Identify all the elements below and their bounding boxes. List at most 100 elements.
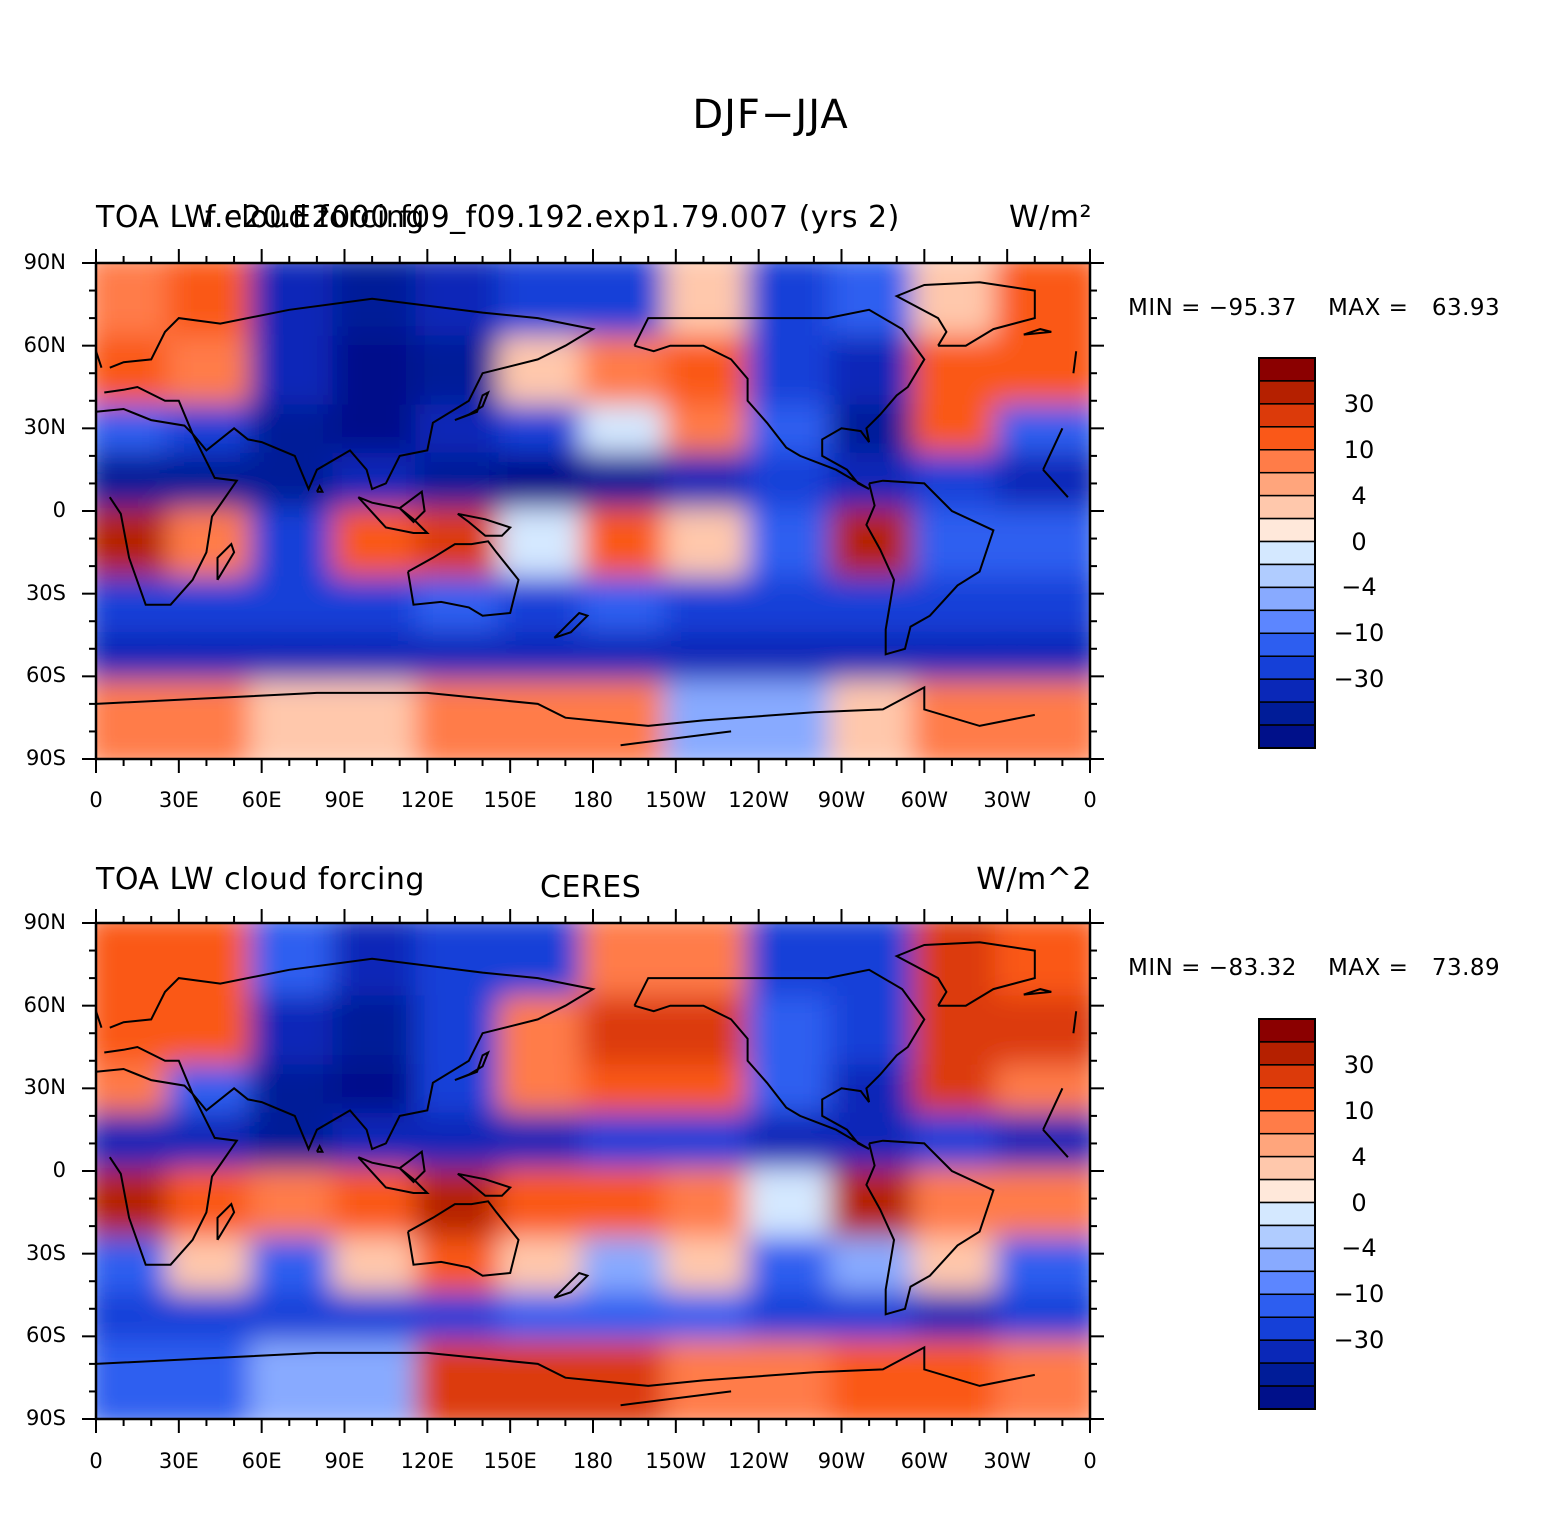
lat-tick-label: 30S xyxy=(25,580,66,605)
coastline xyxy=(865,479,995,656)
lat-tick-label: 30N xyxy=(23,415,66,440)
figure-title: DJF−JJA xyxy=(692,92,849,138)
coastline xyxy=(96,1345,1035,1387)
panel1-center-title: f.e20.E2000.f09_f09.192.exp1.79.007 (yrs… xyxy=(205,200,900,235)
coastline xyxy=(316,1143,325,1153)
colorbar-label: 0 xyxy=(1351,527,1367,556)
colorbar-swatch xyxy=(1258,1385,1316,1410)
coastline xyxy=(216,1202,236,1241)
coastline xyxy=(407,1200,520,1277)
coastline xyxy=(1023,988,1052,996)
colorbar-swatch xyxy=(1258,1064,1316,1089)
colorbar-swatch xyxy=(1258,563,1316,589)
coastline xyxy=(553,611,590,639)
panel1-units: W/m² xyxy=(1008,200,1092,235)
colorbar-swatch xyxy=(1258,403,1316,428)
coastline xyxy=(457,1172,513,1197)
colorbar-swatch xyxy=(1258,701,1316,726)
lon-tick-label: 90W xyxy=(817,788,866,812)
coastline xyxy=(96,1067,1069,1266)
lon-tick-label: 180 xyxy=(572,788,614,812)
colorbar-swatch xyxy=(1258,655,1316,680)
lon-tick-label: 0 xyxy=(89,1449,103,1473)
lon-tick-label: 120W xyxy=(728,1449,790,1473)
colorbar-frame xyxy=(1258,357,1316,749)
colorbar-swatch xyxy=(1258,1155,1316,1181)
colorbar-label: −10 xyxy=(1333,619,1385,648)
lon-tick-label: 120E xyxy=(400,1449,455,1473)
coastline xyxy=(633,968,926,1150)
lon-tick-label: 0 xyxy=(1083,1449,1097,1473)
coastline xyxy=(357,496,430,534)
panel2-left-title: TOA LW cloud forcing xyxy=(96,862,425,897)
colorbar-label: 4 xyxy=(1351,481,1367,510)
panel2-units: W/m^2 xyxy=(976,862,1092,897)
panel1-left-title: TOA LW cloud forcing xyxy=(96,200,425,235)
lon-tick-label: 60E xyxy=(241,1449,282,1473)
coastline xyxy=(454,390,491,422)
coastline xyxy=(457,512,513,537)
coastline xyxy=(620,730,732,747)
colorbar-swatch xyxy=(1258,1316,1316,1341)
colorbar-swatch xyxy=(1258,357,1316,382)
colorbar-swatch xyxy=(1258,609,1316,635)
colorbar-swatch xyxy=(1258,1041,1316,1066)
lon-tick-label: 0 xyxy=(1083,788,1097,812)
colorbar-label: −30 xyxy=(1333,1326,1385,1355)
lon-tick-label: 120E xyxy=(400,788,455,812)
coastline xyxy=(894,281,1036,347)
lon-tick-label: 150W xyxy=(645,1449,707,1473)
colorbar-swatch xyxy=(1258,1362,1316,1387)
lat-tick-label: 60N xyxy=(23,332,66,357)
panel2-center-title: CERES xyxy=(540,870,642,905)
lat-tick-label: 90S xyxy=(25,1406,66,1430)
lon-tick-label: 60W xyxy=(900,1449,949,1473)
colorbar-label: −30 xyxy=(1333,665,1385,694)
lon-tick-label: 150E xyxy=(483,1449,537,1473)
lon-tick-label: 30W xyxy=(983,1449,1031,1473)
coastline xyxy=(633,308,926,490)
colorbar-swatch xyxy=(1258,1247,1316,1273)
lat-tick-label: 60S xyxy=(25,663,66,688)
coastline xyxy=(398,1149,426,1184)
lon-tick-label: 150E xyxy=(483,788,537,812)
colorbar-swatch xyxy=(1258,724,1316,749)
panel1-map xyxy=(96,263,1090,759)
colorbar-swatch xyxy=(1258,1178,1316,1204)
colorbar-swatch xyxy=(1258,1201,1316,1227)
panel1-max-label: MAX = 63.93 xyxy=(1328,295,1501,321)
coastline xyxy=(398,489,426,524)
lon-tick-label: 30E xyxy=(158,1449,199,1473)
coastline xyxy=(620,1390,732,1407)
colorbar-swatch xyxy=(1258,471,1316,497)
colorbar-swatch xyxy=(1258,426,1316,451)
lon-tick-label: 90E xyxy=(324,1449,365,1473)
lon-tick-label: 30E xyxy=(158,788,199,812)
coastline xyxy=(357,1156,430,1194)
panel2-min-label: MIN = −83.32 xyxy=(1128,955,1297,981)
colorbar-swatch xyxy=(1258,517,1316,543)
colorbar-swatch xyxy=(1258,632,1316,657)
lon-tick-label: 120W xyxy=(728,788,790,812)
lat-tick-label: 30S xyxy=(25,1240,66,1265)
lat-tick-label: 60S xyxy=(25,1323,66,1348)
lat-tick-label: 60N xyxy=(23,992,66,1017)
coastline xyxy=(407,540,520,617)
lat-tick-label: 90S xyxy=(25,746,66,770)
colorbar-swatch xyxy=(1258,380,1316,405)
colorbar-label: 4 xyxy=(1351,1142,1367,1171)
lon-tick-label: 0 xyxy=(89,788,103,812)
colorbar-label: 10 xyxy=(1343,1096,1375,1125)
coastline xyxy=(216,542,236,581)
lat-tick-label: 90N xyxy=(23,910,66,934)
coastline xyxy=(553,1271,590,1299)
colorbar-label: 30 xyxy=(1343,389,1375,418)
colorbar-label: 30 xyxy=(1343,1050,1375,1079)
colorbar-swatch xyxy=(1258,586,1316,612)
lon-tick-label: 30W xyxy=(983,788,1031,812)
lat-tick-label: 0 xyxy=(52,1158,66,1182)
map-cell xyxy=(995,680,1090,759)
colorbar-label: −4 xyxy=(1341,1234,1377,1263)
colorbar-label: −4 xyxy=(1341,573,1377,602)
lon-tick-label: 90W xyxy=(817,1449,866,1473)
